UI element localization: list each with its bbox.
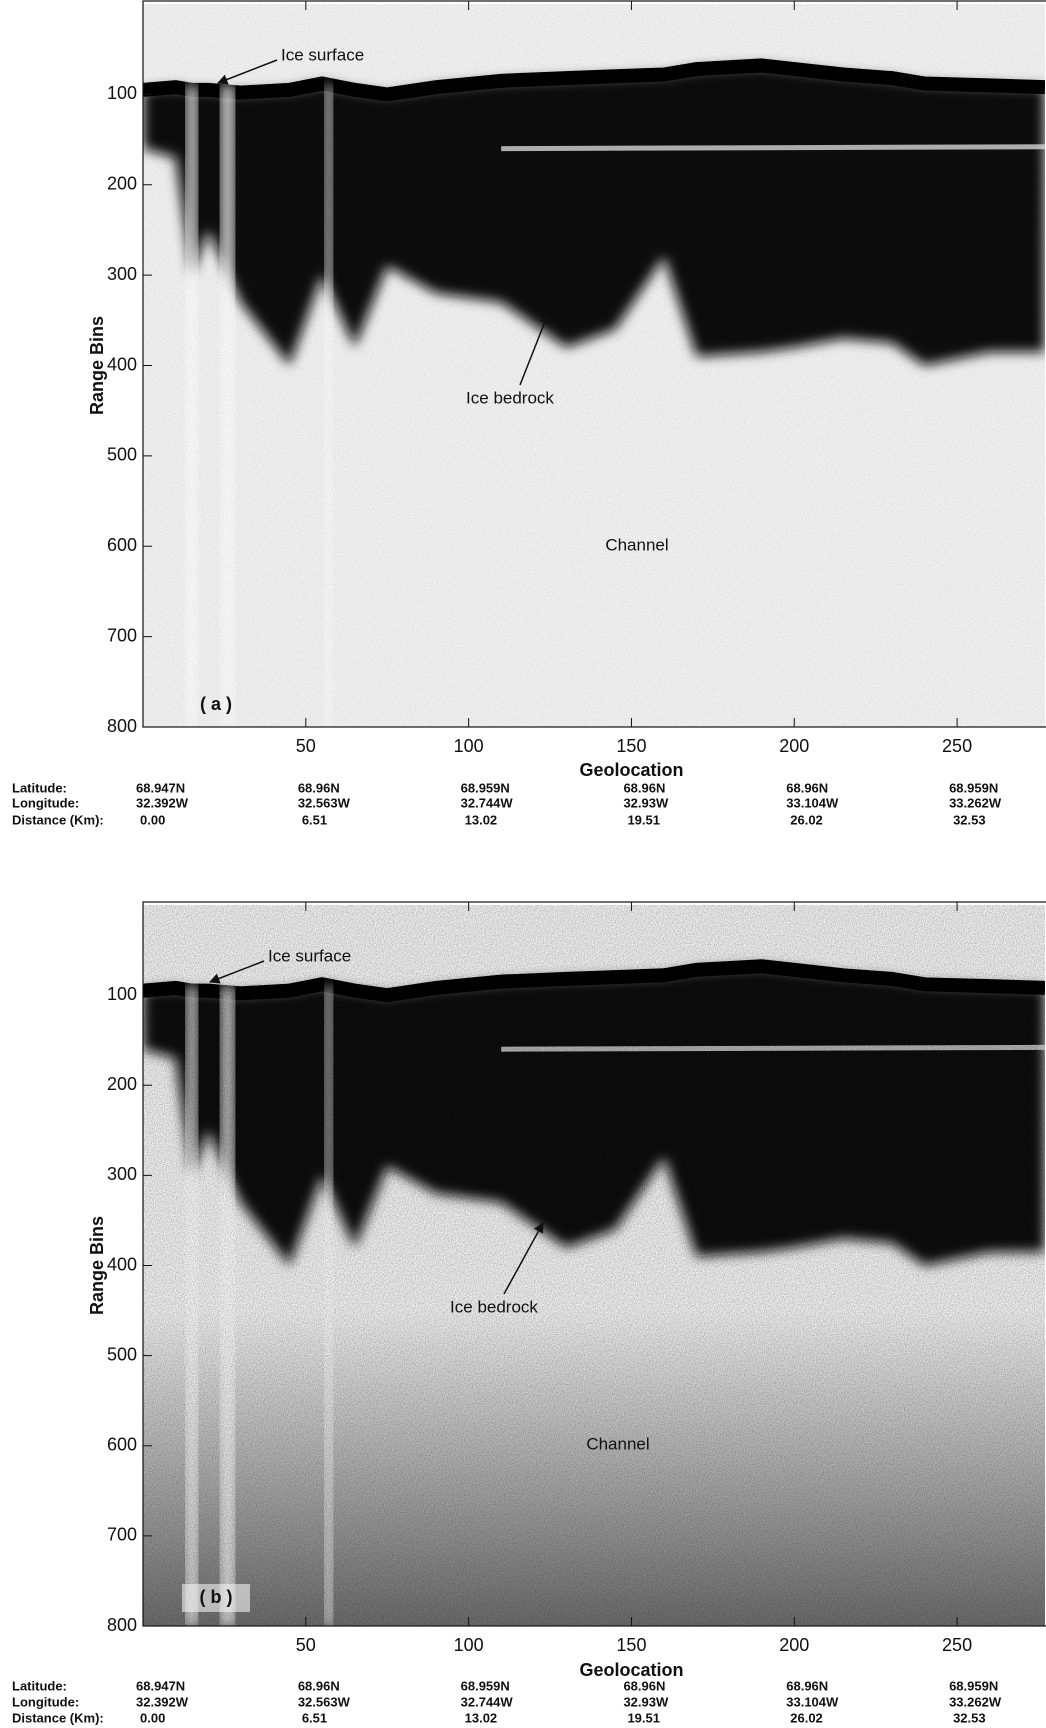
geo-value: 68.96N (786, 1678, 828, 1693)
geo-value: 68.96N (298, 780, 340, 795)
panel-label: ( b ) (200, 1587, 233, 1607)
annotation: Channel (586, 1434, 649, 1453)
y-tick-label: 800 (107, 1615, 137, 1635)
geo-value: 19.51 (627, 812, 660, 827)
x-tick-label: 100 (454, 736, 484, 756)
geo-value: 6.51 (302, 1710, 327, 1725)
x-axis-label: Geolocation (579, 1660, 683, 1680)
y-tick-label: 500 (107, 1344, 137, 1364)
y-tick-label: 400 (107, 354, 137, 374)
x-tick-label: 250 (942, 736, 972, 756)
x-tick-label: 200 (779, 1635, 809, 1655)
x-tick-label: 200 (779, 736, 809, 756)
x-tick-label: 250 (942, 1635, 972, 1655)
annotation: Ice surface (281, 45, 364, 64)
geo-value: 13.02 (465, 1710, 498, 1725)
y-tick-label: 100 (107, 83, 137, 103)
geo-value: 32.93W (623, 1694, 669, 1709)
geo-value: 0.00 (140, 1710, 165, 1725)
y-tick-label: 100 (107, 984, 137, 1004)
annotation: Channel (605, 535, 668, 554)
y-tick-label: 500 (107, 445, 137, 465)
geo-value: 68.96N (298, 1678, 340, 1693)
radargram-panel: 100 200 300 400 500 600 700 800 50 100 150 200 250 Ge… (12, 902, 1046, 1725)
y-tick-label: 700 (107, 1525, 137, 1545)
x-tick-label: 100 (454, 1635, 484, 1655)
geo-row-label: Longitude: (12, 1694, 79, 1709)
geo-value: 32.93W (623, 795, 669, 810)
geo-value: 26.02 (790, 1710, 823, 1725)
geo-value: 32.53 (953, 1710, 986, 1725)
panel-label: ( a ) (200, 694, 232, 714)
y-tick-label: 200 (107, 1074, 137, 1094)
y-tick-label: 300 (107, 264, 137, 284)
x-tick-label: 50 (296, 736, 316, 756)
geo-value: 68.959N (949, 1678, 998, 1693)
x-tick-label: 150 (616, 736, 646, 756)
geo-value: 68.96N (623, 1678, 665, 1693)
annotation: Ice surface (268, 946, 351, 965)
annotation: Ice bedrock (450, 1297, 538, 1316)
y-tick-label: 800 (107, 716, 137, 736)
geo-value: 32.392W (136, 1694, 189, 1709)
geo-value: 19.51 (627, 1710, 660, 1725)
geo-value: 26.02 (790, 812, 823, 827)
y-tick-label: 700 (107, 625, 137, 645)
radar-image (143, 4, 1045, 727)
radargram-panel: 100 200 300 400 500 600 700 800 50 100 150 200 250 Ge… (12, 1, 1046, 827)
geo-value: 33.262W (949, 795, 1002, 810)
geo-row-label: Latitude: (12, 1678, 67, 1693)
geo-value: 68.96N (786, 780, 828, 795)
geo-value: 13.02 (465, 812, 498, 827)
geo-value: 68.947N (136, 780, 185, 795)
geo-value: 6.51 (302, 812, 327, 827)
geo-value: 68.96N (623, 780, 665, 795)
y-tick-label: 600 (107, 1435, 137, 1455)
geo-value: 32.53 (953, 812, 986, 827)
y-tick-label: 600 (107, 535, 137, 555)
speckle (143, 905, 1045, 1626)
x-tick-label: 150 (616, 1635, 646, 1655)
geo-value: 32.563W (298, 1694, 351, 1709)
geo-value: 68.947N (136, 1678, 185, 1693)
geo-row-label: Latitude: (12, 780, 67, 795)
geo-row-label: Longitude: (12, 795, 79, 810)
geo-value: 33.262W (949, 1694, 1002, 1709)
y-axis-label: Range Bins (87, 1216, 107, 1315)
geo-value: 33.104W (786, 1694, 839, 1709)
annotation: Ice bedrock (466, 388, 554, 407)
geo-value: 68.959N (461, 1678, 510, 1693)
geo-value: 32.563W (298, 795, 351, 810)
y-tick-label: 300 (107, 1164, 137, 1184)
geo-value: 32.744W (461, 1694, 514, 1709)
geo-value: 33.104W (786, 795, 839, 810)
y-axis-label: Range Bins (87, 316, 107, 415)
geo-row-label: Distance (Km): (12, 1710, 104, 1725)
geo-row-label: Distance (Km): (12, 812, 104, 827)
radar-image (143, 905, 1045, 1626)
x-tick-label: 50 (296, 1635, 316, 1655)
geo-value: 32.392W (136, 795, 189, 810)
geo-value: 68.959N (461, 780, 510, 795)
geo-value: 68.959N (949, 780, 998, 795)
x-axis-label: Geolocation (579, 760, 683, 780)
y-tick-label: 200 (107, 174, 137, 194)
speckle (143, 4, 1045, 727)
geo-value: 0.00 (140, 812, 165, 827)
y-tick-label: 400 (107, 1254, 137, 1274)
geo-value: 32.744W (461, 795, 514, 810)
figure: 100 200 300 400 500 600 700 800 50 100 150 200 250 Ge… (0, 0, 1046, 1728)
